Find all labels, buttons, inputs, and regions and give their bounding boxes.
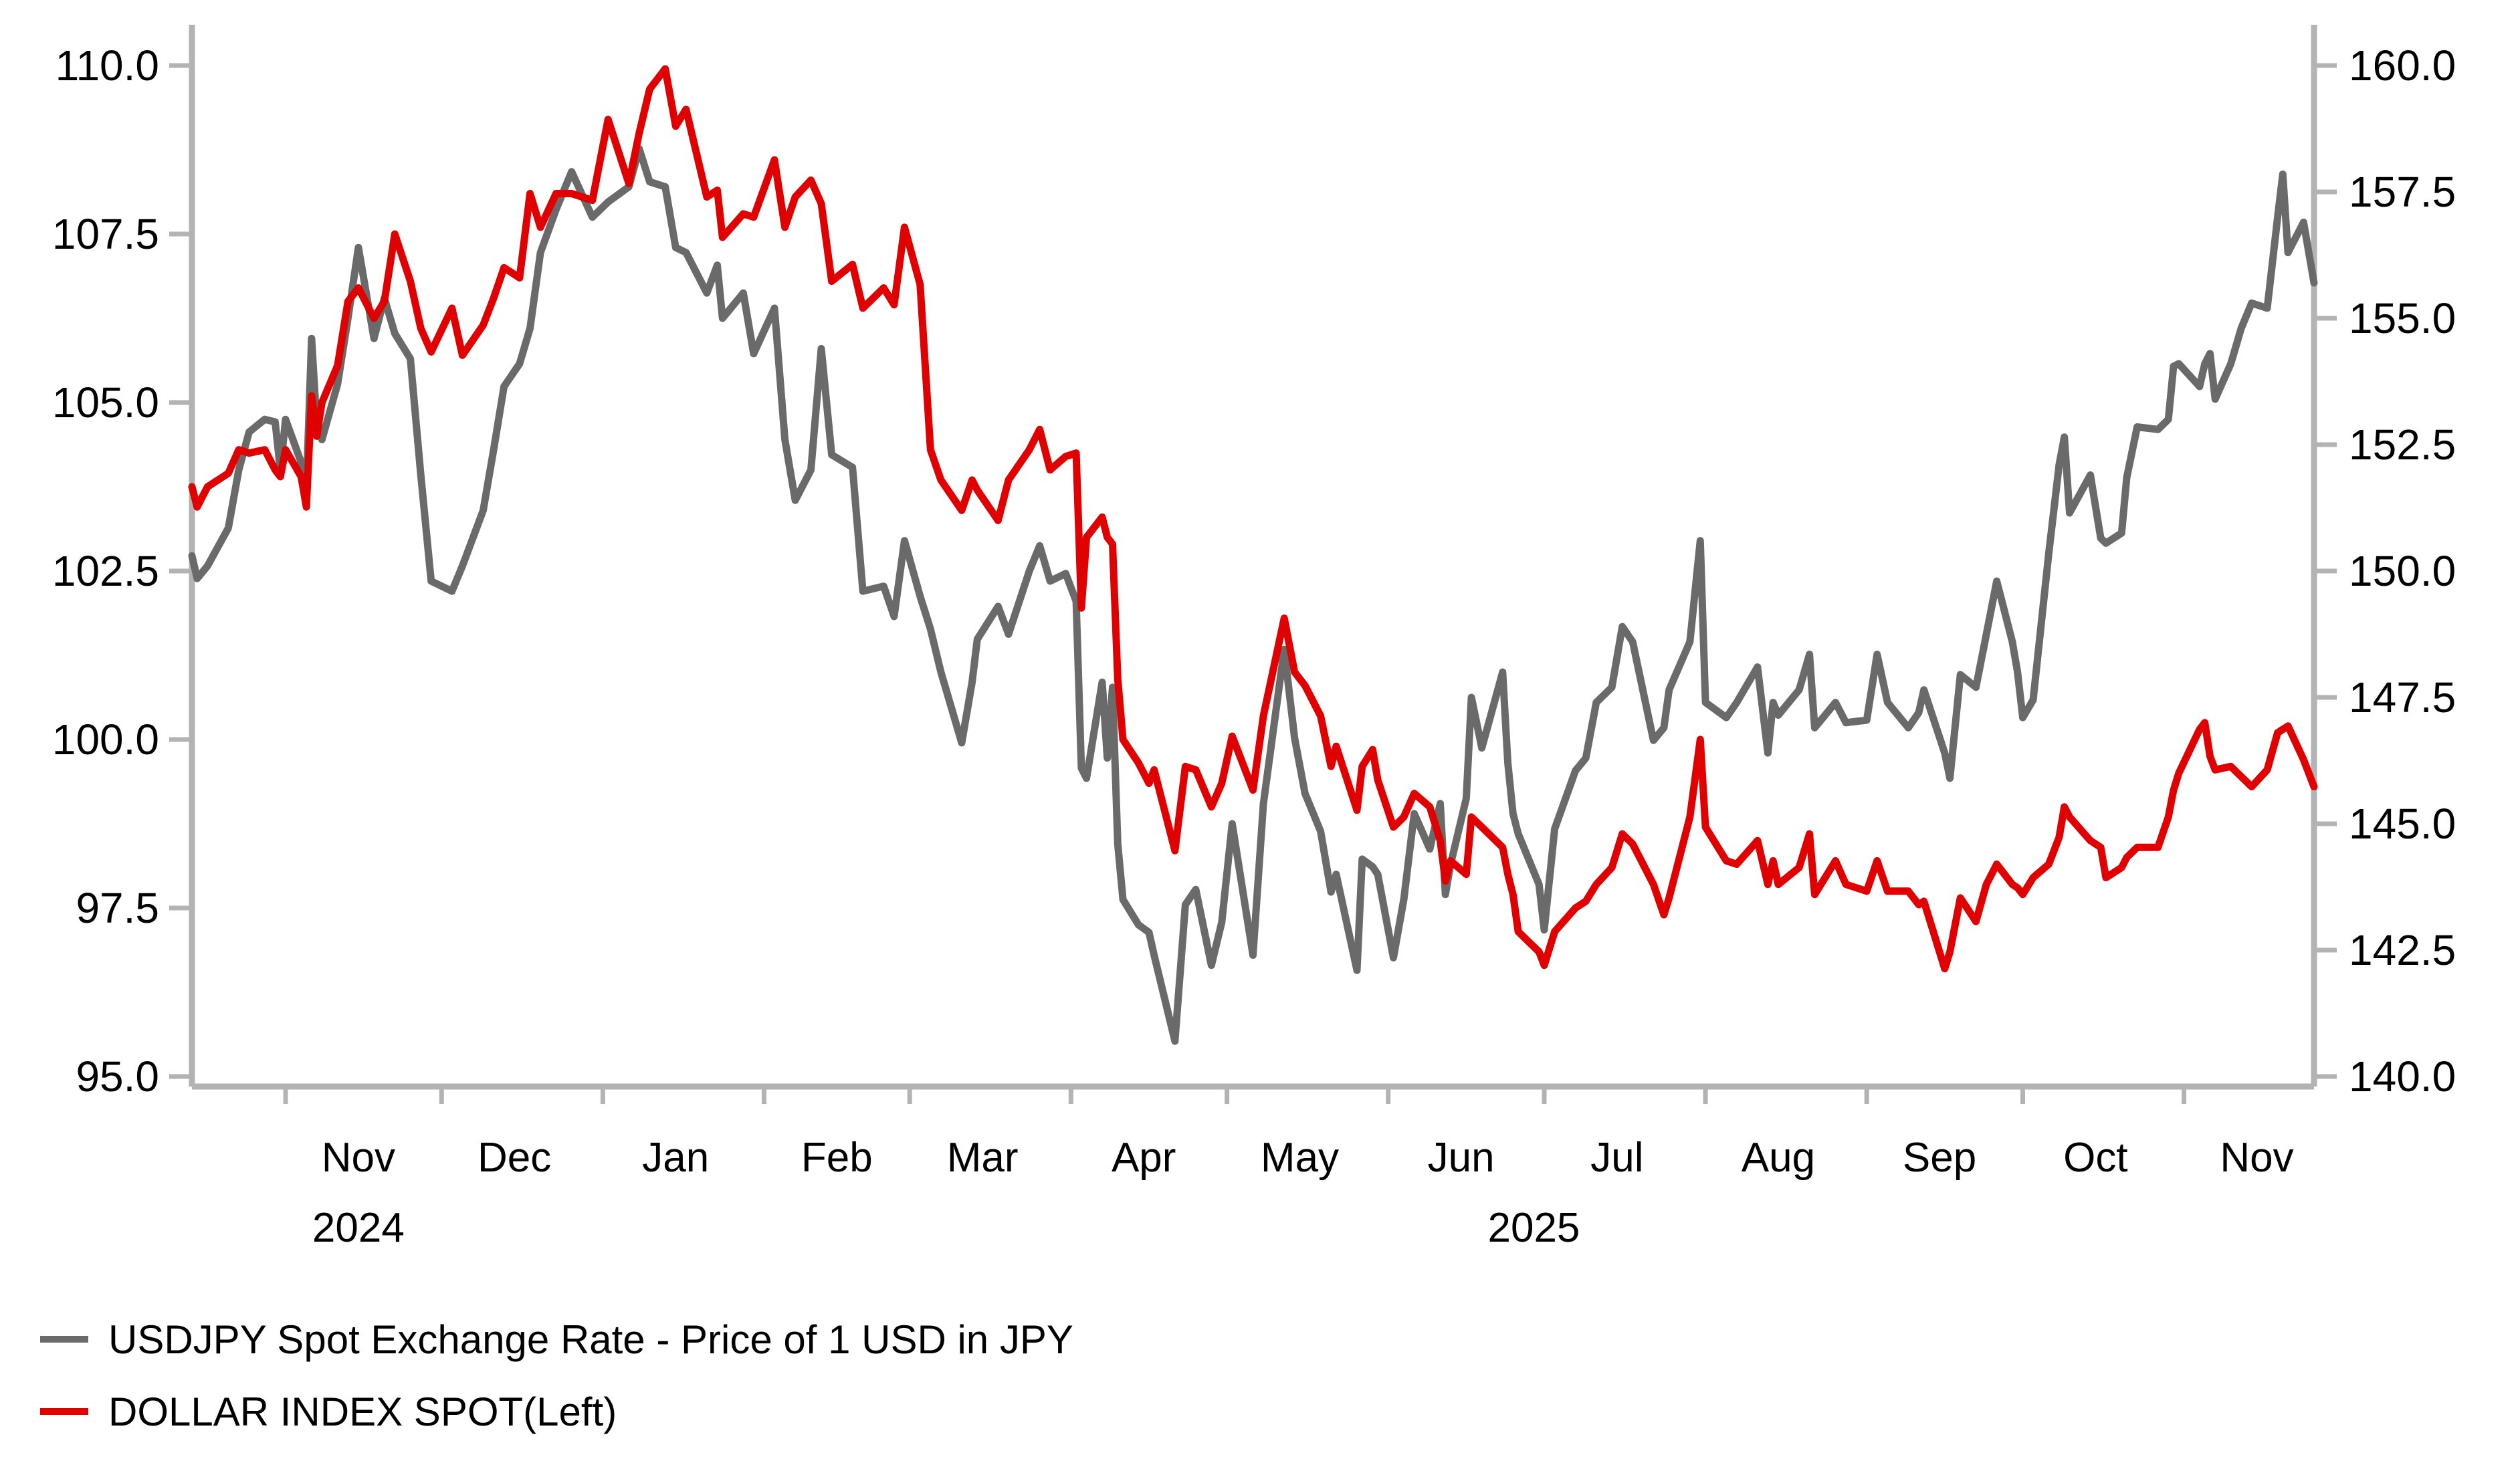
x-axis-month-label: Feb (801, 1135, 873, 1181)
left-axis-tick-label: 100.0 (52, 715, 159, 764)
right-axis-tick-label: 157.5 (2349, 168, 2456, 216)
series-lines (188, 65, 2318, 1045)
legend-label-usdjpy: USDJPY Spot Exchange Rate - Price of 1 U… (108, 1317, 1073, 1362)
x-axis-month-label: Jun (1428, 1135, 1495, 1181)
x-axis-month-label: Mar (947, 1135, 1019, 1181)
x-axis-month-label: Aug (1742, 1135, 1815, 1181)
right-axis-tick-label: 147.5 (2349, 673, 2456, 721)
right-axis-tick-label: 152.5 (2349, 421, 2456, 469)
right-axis-tick-label: 142.5 (2349, 926, 2456, 974)
series-line-0 (188, 145, 2318, 1045)
left-axis-tick-label: 107.5 (52, 210, 159, 258)
axis-labels: 110.0 107.5 105.0 102.5 100.0 97.5 95.0 160.0 15… (52, 41, 2456, 1251)
left-axis-tick-label: 110.0 (56, 41, 159, 90)
x-axis-month-label: May (1261, 1135, 1339, 1181)
x-axis-month-label: Apr (1112, 1135, 1176, 1181)
right-axis-tick-label: 160.0 (2349, 41, 2456, 90)
legend-item-usdjpy: USDJPY Spot Exchange Rate - Price of 1 U… (40, 1317, 1073, 1362)
left-axis-tick-label: 102.5 (52, 547, 159, 595)
x-axis-month-label: Nov (322, 1135, 395, 1181)
right-axis-tick-label: 145.0 (2349, 800, 2456, 848)
legend-item-dollar-index: DOLLAR INDEX SPOT(Left) (40, 1389, 1073, 1434)
x-axis-month-label: Nov (2220, 1135, 2293, 1181)
left-axis-tick-label: 105.0 (52, 378, 159, 427)
x-axis-month-label: Dec (478, 1135, 551, 1181)
series-line-1 (188, 65, 2318, 973)
left-axis-tick-label: 95.0 (76, 1052, 159, 1101)
x-axis-month-label: Sep (1903, 1135, 1976, 1181)
left-axis-tick-label: 97.5 (76, 884, 159, 932)
x-axis-month-label: Jul (1590, 1135, 1643, 1181)
right-axis-tick-label: 150.0 (2349, 547, 2456, 595)
x-axis-month-label: Oct (2063, 1135, 2127, 1181)
right-axis-tick-label: 140.0 (2349, 1052, 2456, 1101)
usdjpy-line-swatch-icon (40, 1336, 88, 1343)
legend-label-dollar-index: DOLLAR INDEX SPOT(Left) (108, 1389, 617, 1434)
dollar-index-line-swatch-icon (40, 1408, 88, 1415)
axes (169, 25, 2337, 1104)
legend: USDJPY Spot Exchange Rate - Price of 1 U… (40, 1317, 1073, 1463)
x-axis-month-label: Jan (642, 1135, 709, 1181)
right-axis-tick-label: 155.0 (2349, 294, 2456, 342)
x-axis-year-label: 2024 (312, 1205, 405, 1251)
x-axis-year-label: 2025 (1487, 1205, 1580, 1251)
